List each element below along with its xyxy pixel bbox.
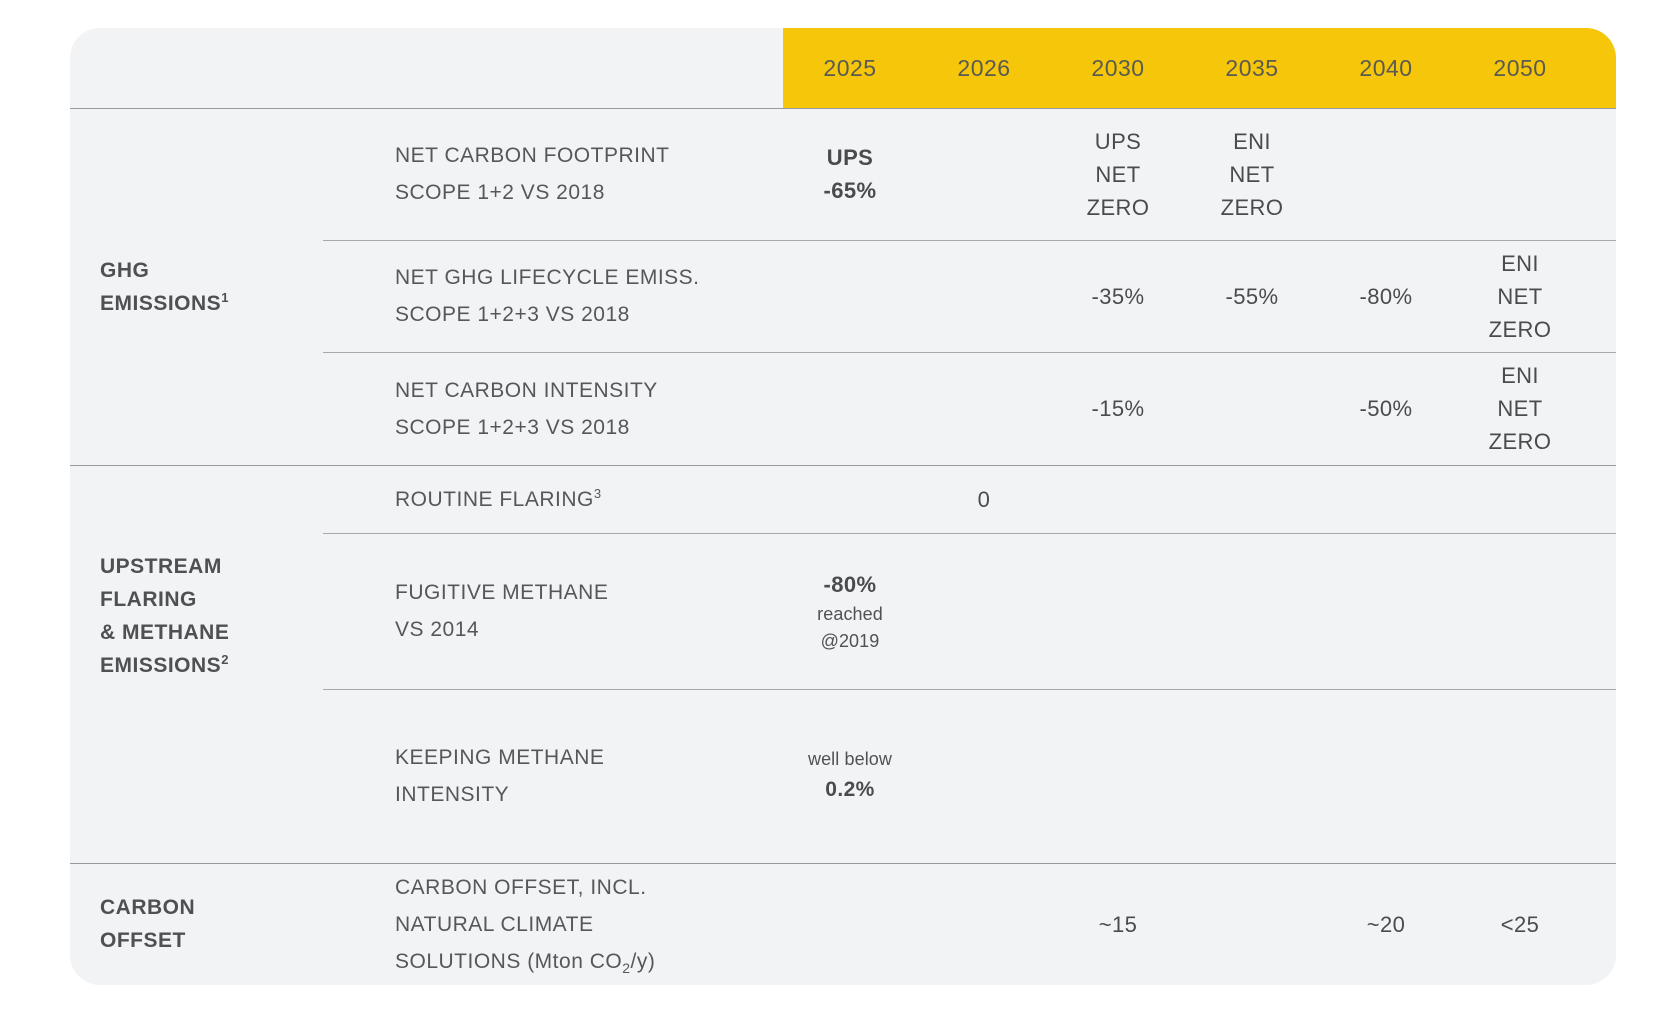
row-label-line: KEEPING METHANE xyxy=(395,746,605,769)
cell-routine-flaring-2026: 0 xyxy=(977,486,991,512)
cell-net-ghg-lifecycle-2050: ENI NET ZERO xyxy=(1453,240,1587,352)
cell-line: UPS xyxy=(826,145,874,170)
year-header-2026: 2026 xyxy=(957,54,1011,81)
group-label-ghg-emissions: GHG EMISSIONS1 xyxy=(70,108,323,465)
targets-table-card: 2025 2026 2030 2035 2040 2050 GHG EMISSI… xyxy=(70,28,1616,985)
row-label-line: SCOPE 1+2+3 VS 2018 xyxy=(395,303,630,326)
cell-line: ENI xyxy=(1233,128,1271,154)
divider-line xyxy=(70,108,1616,109)
cell-line: 0.2% xyxy=(825,778,875,801)
year-header-2035: 2035 xyxy=(1225,54,1279,81)
subscript-2: 2 xyxy=(622,959,631,976)
cell-line: ENI xyxy=(1501,363,1539,388)
cell-net-carbon-footprint-2035: ENI NET ZERO xyxy=(1185,108,1319,240)
cell-carbon-offset-2030: ~15 xyxy=(1098,911,1138,937)
divider-line xyxy=(70,465,1616,466)
cell-line: ZERO xyxy=(1488,316,1552,342)
cell-line: ZERO xyxy=(1086,194,1150,220)
year-header-bar xyxy=(783,28,1616,108)
row-label-line: NET CARBON FOOTPRINT xyxy=(395,144,670,167)
cell-line: reached xyxy=(817,603,883,624)
year-header-2040: 2040 xyxy=(1359,54,1413,81)
year-header-2025: 2025 xyxy=(823,54,877,81)
group-label-line: OFFSET xyxy=(100,929,186,952)
row-label-line: CARBON OFFSET, INCL. xyxy=(395,875,647,899)
cell-line: ENI xyxy=(1501,250,1539,276)
targets-table: 2025 2026 2030 2035 2040 2050 GHG EMISSI… xyxy=(70,28,1616,985)
cell-net-carbon-footprint-2030: UPS NET ZERO xyxy=(1051,108,1185,240)
row-label-carbon-offset-ncs: CARBON OFFSET, INCL. NATURAL CLIMATE SOL… xyxy=(323,863,783,985)
group-label-line: EMISSIONS2 xyxy=(100,652,229,677)
row-label-net-carbon-intensity: NET CARBON INTENSITY SCOPE 1+2+3 VS 2018 xyxy=(323,352,783,465)
row-label-line: NET CARBON INTENSITY xyxy=(395,378,658,402)
row-label-routine-flaring: ROUTINE FLARING3 xyxy=(323,465,783,533)
row-label-line: NET GHG LIFECYCLE EMISS. xyxy=(395,266,700,289)
row-label-line: INTENSITY xyxy=(395,783,510,806)
group-label-line: CARBON xyxy=(100,896,196,919)
divider-line xyxy=(323,533,1616,534)
cell-carbon-offset-2050: <25 xyxy=(1500,911,1540,937)
divider-line xyxy=(323,240,1616,241)
row-label-line: SCOPE 1+2+3 VS 2018 xyxy=(395,415,630,439)
cell-net-ghg-lifecycle-2030: -35% xyxy=(1091,283,1145,309)
row-label-net-ghg-lifecycle: NET GHG LIFECYCLE EMISS. SCOPE 1+2+3 VS … xyxy=(323,240,783,352)
cell-line: @2019 xyxy=(820,630,880,651)
year-header-2050: 2050 xyxy=(1493,54,1547,81)
cell-line: well below xyxy=(807,749,893,769)
year-header-2030: 2030 xyxy=(1091,54,1145,81)
cell-line: NET xyxy=(1095,161,1141,187)
cell-net-carbon-intensity-2030: -15% xyxy=(1091,396,1145,421)
divider-line xyxy=(323,689,1616,690)
row-label-line: ROUTINE FLARING3 xyxy=(395,485,602,511)
group-label-line: GHG xyxy=(100,258,150,282)
divider-line xyxy=(323,352,1616,353)
group-label-line: EMISSIONS1 xyxy=(100,289,229,315)
divider-line xyxy=(70,863,1616,864)
row-label-net-carbon-footprint: NET CARBON FOOTPRINT SCOPE 1+2 VS 2018 xyxy=(323,108,783,240)
cell-line: -65% xyxy=(823,178,877,203)
footnote-marker: 2 xyxy=(221,652,229,667)
footnote-marker: 1 xyxy=(221,289,229,305)
row-label-line: SOLUTIONS (Mton CO2/y) xyxy=(395,949,656,976)
cell-carbon-offset-2040: ~20 xyxy=(1366,911,1406,937)
cell-line: NET xyxy=(1497,396,1543,421)
group-label-carbon-offset: CARBON OFFSET xyxy=(70,863,323,985)
group-label-line: UPSTREAM xyxy=(100,555,222,578)
row-label-keeping-methane-intensity: KEEPING METHANE INTENSITY xyxy=(323,689,783,863)
row-label-line: SCOPE 1+2 VS 2018 xyxy=(395,181,605,204)
cell-line: NET xyxy=(1229,161,1275,187)
cell-fugitive-methane-2025: -80% reached @2019 xyxy=(783,533,917,689)
cell-net-carbon-intensity-2050: ENI NET ZERO xyxy=(1453,352,1587,465)
row-label-line: NATURAL CLIMATE xyxy=(395,912,594,936)
cell-line: ZERO xyxy=(1220,194,1284,220)
cell-net-ghg-lifecycle-2040: -80% xyxy=(1359,283,1413,309)
group-label-line: & METHANE xyxy=(100,621,230,644)
row-label-line: VS 2014 xyxy=(395,618,480,641)
cell-net-ghg-lifecycle-2035: -55% xyxy=(1225,283,1279,309)
row-label-line: FUGITIVE METHANE xyxy=(395,581,609,604)
cell-line: ZERO xyxy=(1488,429,1552,454)
cell-net-carbon-intensity-2040: -50% xyxy=(1359,396,1413,421)
cell-line: -80% xyxy=(823,571,877,597)
cell-keeping-methane-2025: well below 0.2% xyxy=(783,689,917,863)
group-label-upstream-flaring-methane: UPSTREAM FLARING & METHANE EMISSIONS2 xyxy=(70,417,323,815)
cell-net-carbon-footprint-2025: UPS -65% xyxy=(783,108,917,240)
group-label-line: FLARING xyxy=(100,588,197,611)
cell-line: NET xyxy=(1497,283,1543,309)
row-label-fugitive-methane: FUGITIVE METHANE VS 2014 xyxy=(323,533,783,689)
cell-line: UPS xyxy=(1094,128,1142,154)
footnote-marker: 3 xyxy=(593,485,602,501)
